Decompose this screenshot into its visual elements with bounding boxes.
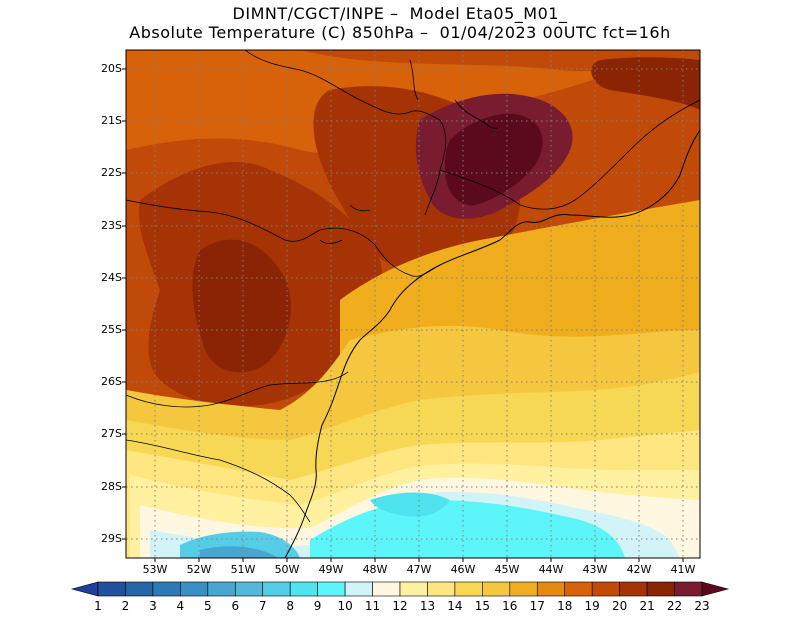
colorbar-label: 22 [666, 599, 683, 613]
reservoir-furnas [454, 99, 499, 129]
lat-label-20s: 20S [101, 62, 122, 75]
colorbar-cell [289, 581, 318, 597]
lat-label-27s: 27S [101, 427, 122, 440]
map-title-line-1: DIMNT/CGCT/INPE – Model Eta05_M01_ [232, 4, 568, 23]
lat-label-28s: 28S [101, 480, 122, 493]
graticule [126, 50, 700, 558]
colorbar-cell [536, 581, 566, 597]
lon-label-50w: 50W [274, 563, 300, 576]
colorbar-label: 14 [447, 599, 463, 613]
colorbar-cell [674, 581, 703, 597]
colorbar-cell [399, 581, 428, 597]
map-frame [125, 49, 701, 559]
colorbar-cell [646, 581, 675, 597]
colorbar-arrow-low [70, 581, 99, 597]
colorbar-cell [591, 581, 620, 597]
colorbar-cell [234, 581, 264, 597]
colorbar-cell [317, 581, 346, 597]
colorbar-cell [454, 581, 483, 597]
colorbar-cell [372, 581, 401, 597]
lon-label-45w: 45W [494, 563, 520, 576]
border-mg-rj-es [439, 99, 700, 210]
lat-label-29s: 29S [101, 532, 122, 545]
colorbar-label: 12 [392, 599, 408, 613]
temperature-field [126, 50, 700, 558]
colorbar-cell [180, 581, 209, 597]
colorbar-label: 4 [176, 599, 185, 613]
colorbar-cell [619, 581, 648, 597]
lat-label-26s: 26S [101, 375, 122, 388]
lon-label-46w: 46W [450, 563, 476, 576]
colorbar-cell [344, 581, 373, 597]
lon-label-44w: 44W [538, 563, 564, 576]
colorbar-cell [152, 581, 181, 597]
border-river-north [409, 59, 419, 101]
colorbar-label: 3 [149, 599, 157, 613]
colorbar-cell [509, 581, 538, 597]
colorbar [70, 581, 730, 597]
lon-label-41w: 41W [670, 563, 696, 576]
lon-label-49w: 49W [318, 563, 344, 576]
lon-label-51w: 51W [230, 563, 256, 576]
lat-label-22s: 22S [101, 166, 122, 179]
colorbar-cell [482, 581, 511, 597]
lon-label-42w: 42W [626, 563, 652, 576]
lat-label-23s: 23S [101, 219, 122, 232]
reservoir-interior [349, 204, 371, 212]
field-23c-core [445, 113, 543, 206]
lon-label-53w: 53W [142, 563, 168, 576]
coastline [284, 129, 700, 558]
lat-label-21s: 21S [101, 114, 122, 127]
colorbar-label: 6 [231, 599, 240, 613]
colorbar-label: 5 [203, 599, 212, 613]
reservoir-parana [319, 239, 343, 244]
field-10c-south [310, 500, 625, 558]
colorbar-label: 9 [313, 599, 322, 613]
colorbar-cell [97, 581, 126, 597]
colorbar-label: 7 [258, 599, 267, 613]
border-sc-rs [126, 439, 311, 523]
map-title-line-2: Absolute Temperature (C) 850hPa – 01/04/… [129, 23, 671, 42]
border-pr-sc [126, 371, 349, 408]
field-21c-northeast [591, 57, 700, 110]
lon-label-48w: 48W [362, 563, 388, 576]
colorbar-cell [262, 581, 291, 597]
colorbar-label: 2 [121, 599, 130, 613]
colorbar-label: 16 [502, 599, 518, 613]
colorbar-label: 13 [419, 599, 436, 613]
field-6c-south [200, 546, 278, 558]
colorbar-label: 17 [529, 599, 545, 613]
lon-label-47w: 47W [406, 563, 432, 576]
colorbar-label: 18 [557, 599, 573, 613]
lat-ticks [122, 68, 126, 540]
colorbar-cell [427, 581, 456, 597]
colorbar-label: 20 [611, 599, 628, 613]
colorbar-cell [564, 581, 593, 597]
field-9c-patch [370, 492, 450, 517]
lon-label-43w: 43W [582, 563, 608, 576]
lon-label-52w: 52W [186, 563, 212, 576]
border-sp-mg [244, 50, 447, 216]
colorbar-arrow-high [701, 581, 730, 597]
colorbar-label: 10 [337, 599, 353, 613]
colorbar-label: 1 [94, 599, 102, 613]
colorbar-label: 21 [639, 599, 655, 613]
colorbar-label: 19 [584, 599, 600, 613]
colorbar-label: 15 [474, 599, 490, 613]
colorbar-label: 11 [364, 599, 381, 613]
colorbar-cell [207, 581, 236, 597]
field-21c-interior [192, 239, 291, 373]
lon-ticks [154, 558, 684, 562]
lat-label-25s: 25S [101, 323, 122, 336]
colorbar-label: 8 [286, 599, 294, 613]
lat-label-24s: 24S [101, 271, 122, 284]
colorbar-cell [125, 581, 154, 597]
border-sp-pr [126, 199, 441, 277]
colorbar-label: 23 [694, 599, 710, 613]
